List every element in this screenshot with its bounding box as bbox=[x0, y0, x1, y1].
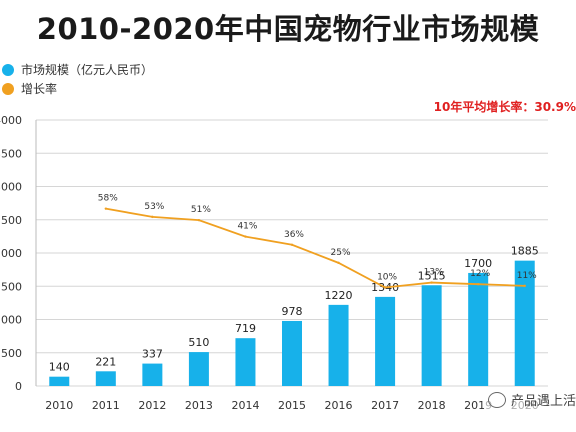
growth-point bbox=[244, 235, 247, 238]
x-tick-label: 2013 bbox=[185, 399, 213, 412]
bar bbox=[514, 260, 535, 386]
chart-title: 2010-2020年中国宠物行业市场规模 bbox=[36, 12, 540, 46]
growth-value-label: 11% bbox=[517, 271, 537, 281]
y-tick-label: 1000 bbox=[0, 314, 22, 327]
growth-value-label: 51% bbox=[191, 205, 211, 215]
watermark-text: 产品遇上活 bbox=[510, 394, 576, 409]
bar bbox=[95, 371, 116, 386]
x-tick-label: 2017 bbox=[371, 399, 399, 412]
growth-value-label: 41% bbox=[237, 222, 257, 232]
x-tick-label: 2018 bbox=[418, 399, 446, 412]
bar-value-label: 1700 bbox=[464, 257, 492, 270]
growth-point bbox=[337, 261, 340, 265]
y-tick-label: 4000 bbox=[0, 114, 22, 127]
y-tick-label: 2000 bbox=[0, 247, 22, 260]
growth-value-label: 12% bbox=[470, 269, 490, 279]
bar bbox=[328, 304, 349, 386]
average-growth-note: 10年平均增长率：30.9% bbox=[433, 100, 576, 114]
y-tick-label: 3500 bbox=[0, 147, 22, 160]
growth-value-label: 10% bbox=[377, 272, 397, 282]
y-tick-label: 3000 bbox=[0, 181, 22, 194]
legend-item-growth: 增长率 bbox=[2, 79, 153, 98]
growth-value-label: 58% bbox=[98, 194, 118, 204]
growth-point bbox=[383, 286, 387, 289]
x-tick-label: 2011 bbox=[92, 399, 120, 412]
bar bbox=[142, 363, 163, 386]
x-tick-label: 2010 bbox=[45, 399, 73, 412]
y-tick-label: 1500 bbox=[0, 280, 22, 293]
growth-value-label: 13% bbox=[424, 268, 444, 278]
bar-value-label: 719 bbox=[235, 322, 256, 335]
x-tick-label: 2015 bbox=[278, 399, 306, 412]
bar bbox=[235, 338, 256, 386]
growth-point bbox=[523, 284, 526, 288]
growth-value-label: 25% bbox=[331, 248, 351, 258]
bar-value-label: 510 bbox=[188, 336, 209, 349]
legend-label-market: 市场规模（亿元人民币） bbox=[21, 63, 154, 77]
chart-legend: 市场规模（亿元人民币） 增长率 bbox=[2, 60, 153, 98]
legend-swatch-market bbox=[2, 63, 14, 76]
growth-point bbox=[430, 281, 433, 284]
y-tick-label: 500 bbox=[1, 347, 22, 360]
y-tick-label: 0 bbox=[15, 380, 22, 393]
bar-value-label: 337 bbox=[142, 348, 163, 361]
growth-rate-line bbox=[105, 207, 525, 289]
bar-value-label: 221 bbox=[95, 355, 116, 368]
x-tick-label: 2012 bbox=[138, 399, 166, 412]
x-tick-label: 2014 bbox=[231, 399, 259, 412]
bar-value-label: 978 bbox=[282, 305, 303, 318]
growth-value-label: 36% bbox=[284, 230, 304, 240]
growth-value-label: 53% bbox=[144, 202, 164, 212]
legend-label-growth: 增长率 bbox=[21, 82, 58, 96]
growth-point bbox=[151, 215, 154, 219]
bar bbox=[468, 272, 489, 386]
bar-value-label: 1515 bbox=[418, 269, 446, 282]
bar bbox=[49, 376, 70, 386]
growth-point bbox=[104, 207, 108, 210]
x-tick-label: 2016 bbox=[325, 399, 353, 412]
growth-point bbox=[476, 282, 480, 286]
wechat-icon bbox=[487, 391, 506, 408]
bar-value-label: 1220 bbox=[325, 289, 353, 302]
bar-value-label: 1885 bbox=[511, 245, 539, 258]
y-tick-label: 2500 bbox=[0, 214, 22, 227]
growth-point bbox=[290, 243, 294, 246]
bar bbox=[282, 320, 302, 386]
bar bbox=[375, 296, 396, 386]
bar bbox=[188, 352, 209, 386]
watermark: 产品遇上活 bbox=[483, 389, 576, 410]
growth-point bbox=[197, 218, 201, 222]
legend-swatch-growth bbox=[2, 82, 14, 95]
bar-value-label: 140 bbox=[49, 361, 70, 374]
bar bbox=[421, 285, 442, 386]
legend-item-market: 市场规模（亿元人民币） bbox=[2, 60, 153, 79]
